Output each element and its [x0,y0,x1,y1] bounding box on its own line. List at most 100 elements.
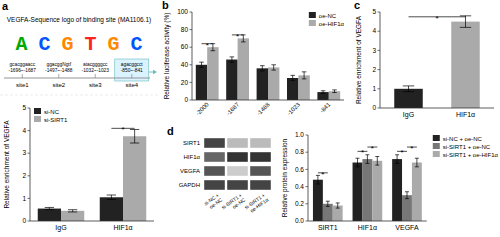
text-line: -850~-841 [121,68,143,73]
y-axis [308,135,309,221]
blot-band [204,138,225,148]
y-tick-label: 1 [22,195,26,202]
error-bar [211,44,216,51]
error-cap [199,67,204,68]
legend-label: si-SIRT1 + oe-HIF1α [443,152,499,158]
error-cap [271,70,276,71]
significance-mark: * [361,148,364,157]
y-tick-label: 20 [181,79,189,86]
sequence-logo: a VEGFA-Sequence logo of binding site (MA… [2,0,151,56]
blot-band [227,152,248,162]
error-line [243,35,244,42]
blot-band [250,152,271,162]
error-bar [290,75,295,80]
error-cap [356,158,360,159]
y-tick-label: 5 [372,8,376,15]
site-tick [58,74,59,78]
error-bar [332,90,337,93]
panel-label: a [2,0,9,12]
text-line: -1696~-1687 [9,68,37,73]
error-line [262,66,263,71]
site-sequence: atacggggcc-1032~-1023 [82,62,110,73]
error-line [212,44,213,51]
bar [196,65,207,100]
x-tick-label: -2000 [195,101,211,117]
error-cap [211,50,216,51]
error-bar [405,192,409,199]
error-cap [375,156,379,157]
error-line [231,57,232,62]
significance-mark: * [206,41,209,50]
x-tick-label: -1488 [256,101,272,117]
error-cap [395,154,399,155]
bar [362,159,372,221]
error-line [397,155,398,164]
error-cap [290,75,295,76]
bar [353,163,363,221]
bar-chart: b020406080100Relative luciferase activit… [162,0,345,117]
legend: si-NC + oe-NCsi-SIRT1 + oe-NCsi-SIRT1 + … [433,135,499,158]
error-cap [241,41,246,42]
error-cap [302,71,307,72]
legend-swatch [309,20,316,26]
error-cap [316,184,320,185]
y-tick-label: 0 [184,96,188,103]
y-tick-label: 0.4 [295,183,304,190]
site-line [4,78,150,79]
text-line: -1032~-1023 [82,68,110,73]
y-tick-label: 0 [22,217,26,224]
panel-title: VEGFA-Sequence logo of binding site (MA1… [7,16,151,24]
y-tick-label: 3 [372,47,376,54]
figure: a VEGFA-Sequence logo of binding site (MA… [0,0,500,237]
y-tick-label: 3 [22,149,26,156]
y-tick-label: 0.6 [295,166,304,173]
bar-chart: c012345Relative enrichment of VEGFAIgGHI… [354,0,494,119]
site-tick [22,74,23,78]
x-axis [308,221,427,222]
blot-band [227,138,248,148]
error-cap [107,195,116,196]
error-cap [321,90,326,91]
error-cap [460,27,471,28]
significance-mark: * [121,125,124,134]
blot-band [227,166,248,176]
error-line [416,158,417,167]
bar [226,60,237,100]
error-cap [45,209,54,210]
legend-swatch [309,12,316,18]
y-axis-label: Relative enrichment of VEGFA [355,15,362,104]
text-line: agacggcct [121,62,144,67]
y-tick-label: 0.2 [295,200,304,207]
band-label: GAPDH [179,182,200,188]
bar [451,22,480,108]
lane-label: si-SIRT1 +oe-HIF1α [243,192,269,215]
site-label: site3 [89,82,102,88]
site-tick [95,74,96,78]
error-line [111,195,112,200]
error-cap [271,64,276,65]
panel-label: b [162,0,169,11]
error-bar [107,195,116,200]
y-axis-label: Relative protein expression [281,138,289,217]
error-line [317,175,318,184]
y-tick-label: 80 [181,26,189,33]
x-tick-label: IgG [403,111,414,119]
plot-area [38,129,147,221]
lane-label: si-NC +oe-NC [203,192,224,211]
significance-mark: * [400,148,403,157]
error-bar [321,91,326,94]
error-line [406,192,407,199]
panel-label: d [167,125,174,137]
bar [313,180,323,221]
legend-swatch [433,143,440,149]
blot-band [250,166,271,176]
error-cap [405,198,409,199]
x-tick-label: HIF1α [456,111,475,118]
y-tick-label: 0.0 [295,217,304,224]
error-line [367,155,368,164]
error-cap [130,129,139,130]
band-label: VEGFA [180,168,200,174]
blot-band [250,138,271,148]
error-bar [415,158,419,167]
y-axis [380,12,381,108]
